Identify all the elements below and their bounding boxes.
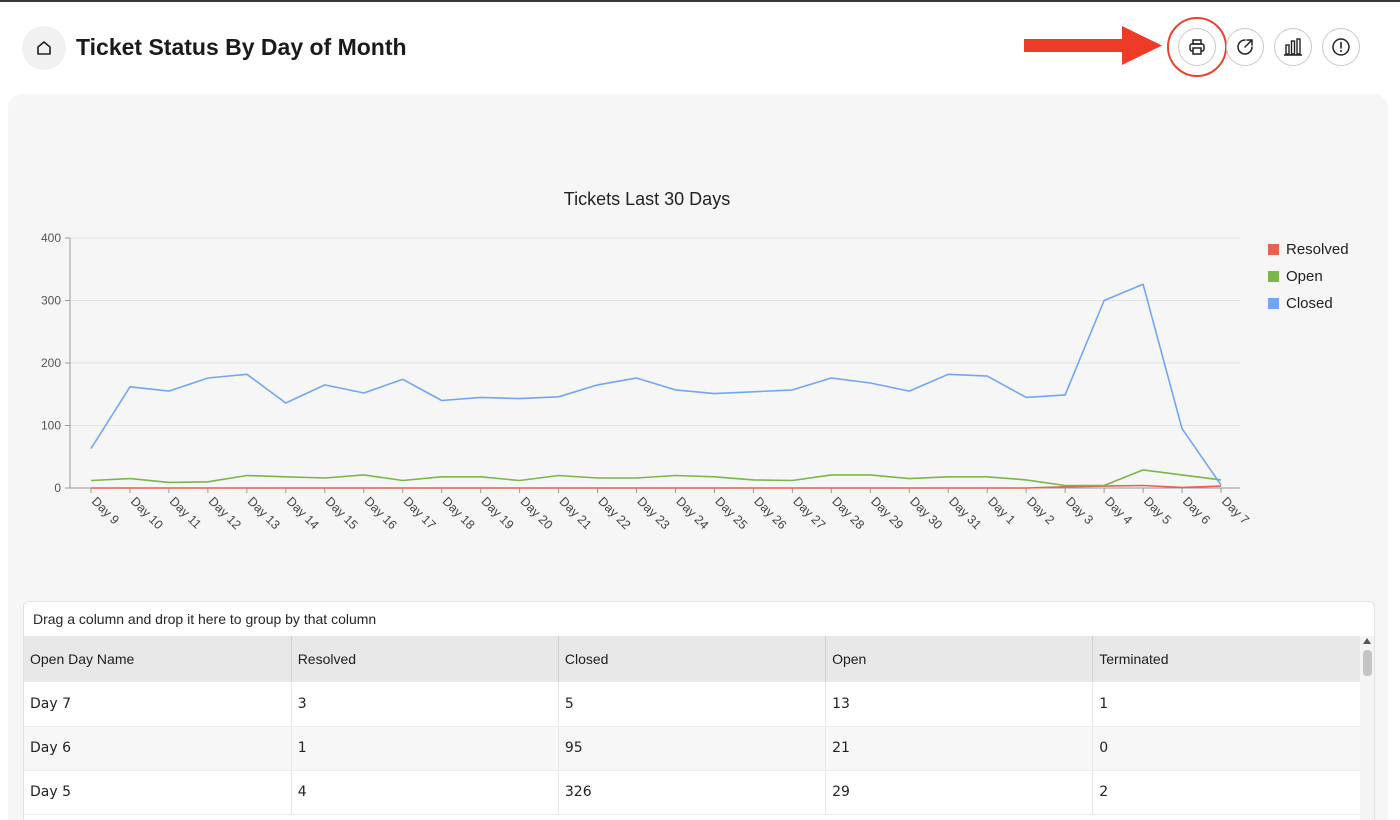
x-tick-label: Day 27	[790, 494, 828, 532]
cell-resolved: 3	[291, 682, 559, 727]
y-tick-label: 0	[54, 481, 61, 495]
grid-table-wrap: Open Day Name Resolved Closed Open Termi…	[24, 636, 1360, 815]
scroll-up-arrow-icon[interactable]	[1363, 638, 1371, 644]
legend-label-closed[interactable]: Closed	[1286, 295, 1333, 312]
legend-swatch-closed	[1268, 298, 1279, 309]
cell-closed: 5	[558, 682, 827, 727]
cell-resolved: 1	[291, 726, 559, 771]
alert-circle-icon	[1332, 38, 1350, 56]
cell-open-day-name: Day 5	[24, 770, 292, 815]
x-tick-label: Day 10	[128, 494, 166, 532]
chart-button[interactable]	[1274, 28, 1312, 66]
x-tick-label: Day 24	[673, 494, 711, 532]
cell-resolved: 4	[291, 770, 559, 815]
grid-header-row: Open Day Name Resolved Closed Open Termi…	[24, 636, 1360, 682]
x-tick-label: Day 1	[985, 494, 1018, 527]
x-tick-label: Day 30	[907, 494, 945, 532]
legend-label-open[interactable]: Open	[1286, 268, 1323, 285]
home-button[interactable]	[22, 26, 66, 70]
column-header-resolved[interactable]: Resolved	[291, 636, 559, 682]
x-tick-label: Day 18	[440, 494, 478, 532]
y-tick-label: 200	[41, 356, 61, 370]
cell-open: 29	[825, 770, 1094, 815]
x-tick-label: Day 2	[1024, 494, 1057, 527]
group-by-drop-zone[interactable]: Drag a column and drop it here to group …	[33, 611, 377, 627]
top-border	[0, 0, 1400, 2]
series-line-resolved	[91, 484, 1222, 489]
cell-open: 13	[825, 682, 1094, 727]
annotation-arrow	[1024, 26, 1162, 65]
cell-open-day-name: Day 6	[24, 726, 292, 771]
x-tick-label: Day 11	[167, 494, 204, 531]
x-tick-label: Day 5	[1141, 494, 1174, 527]
x-tick-label: Day 31	[946, 494, 984, 532]
x-tick-label: Day 16	[362, 494, 400, 532]
x-tick-label: Day 29	[868, 494, 906, 532]
x-tick-label: Day 3	[1063, 494, 1096, 527]
cell-terminated: 0	[1092, 726, 1360, 771]
x-tick-label: Day 22	[595, 494, 633, 532]
x-tick-label: Day 17	[401, 494, 439, 532]
cell-closed: 95	[558, 726, 827, 771]
home-icon	[37, 41, 51, 55]
x-tick-label: Day 13	[245, 494, 283, 532]
column-header-closed[interactable]: Closed	[558, 636, 827, 682]
x-tick-label: Day 20	[517, 494, 555, 532]
table-row[interactable]: Day 5 4 326 29 2	[24, 770, 1360, 815]
chart-title: Tickets Last 30 Days	[564, 189, 730, 209]
x-tick-label: Day 21	[556, 494, 594, 532]
scroll-thumb[interactable]	[1363, 650, 1372, 676]
y-tick-label: 300	[41, 294, 61, 308]
y-tick-label: 400	[41, 231, 61, 245]
x-tick-label: Day 26	[751, 494, 789, 532]
page-header: ) Ticket Status By Day of Month	[0, 2, 1400, 92]
series-line-open	[90, 469, 1222, 487]
bar-chart-icon	[1284, 38, 1302, 56]
table-row[interactable]: Day 7 3 5 13 1	[24, 682, 1360, 727]
info-button[interactable]	[1322, 28, 1360, 66]
page-title: Ticket Status By Day of Month	[76, 34, 407, 60]
cell-open: 21	[825, 726, 1094, 771]
column-header-open[interactable]: Open	[825, 636, 1094, 682]
legend-label-resolved[interactable]: Resolved	[1286, 241, 1349, 258]
x-tick-label: Day 28	[829, 494, 867, 532]
x-tick-label: Day 6	[1180, 494, 1213, 527]
export-button[interactable]	[1226, 28, 1264, 66]
y-tick-label: 100	[41, 419, 61, 433]
print-button[interactable]	[1178, 28, 1216, 66]
printer-icon	[1189, 39, 1205, 55]
x-tick-label: Day 19	[479, 494, 517, 532]
x-tick-label: Day 7	[1219, 494, 1252, 527]
data-grid: Drag a column and drop it here to group …	[23, 601, 1375, 820]
column-header-terminated[interactable]: Terminated	[1092, 636, 1360, 682]
grid-table: Open Day Name Resolved Closed Open Termi…	[24, 636, 1360, 815]
legend-swatch-open	[1268, 271, 1279, 282]
x-tick-label: Day 12	[206, 494, 244, 532]
x-tick-label: Day 23	[634, 494, 672, 532]
grid-scrollbar[interactable]	[1360, 636, 1374, 820]
cell-terminated: 2	[1092, 770, 1360, 815]
series-line-closed	[90, 283, 1222, 486]
x-tick-label: Day 14	[284, 494, 322, 532]
column-header-open-day-name[interactable]: Open Day Name	[24, 636, 292, 682]
cell-open-day-name: Day 7	[24, 682, 292, 727]
cell-terminated: 1	[1092, 682, 1360, 727]
x-tick-label: Day 4	[1102, 494, 1135, 527]
x-tick-label: Day 9	[89, 494, 122, 527]
cell-closed: 326	[558, 770, 827, 815]
external-link-icon	[1237, 39, 1253, 55]
x-tick-label: Day 15	[323, 494, 361, 532]
table-row[interactable]: Day 6 1 95 21 0	[24, 726, 1360, 771]
legend-swatch-resolved	[1268, 244, 1279, 255]
x-tick-label: Day 25	[712, 494, 750, 532]
